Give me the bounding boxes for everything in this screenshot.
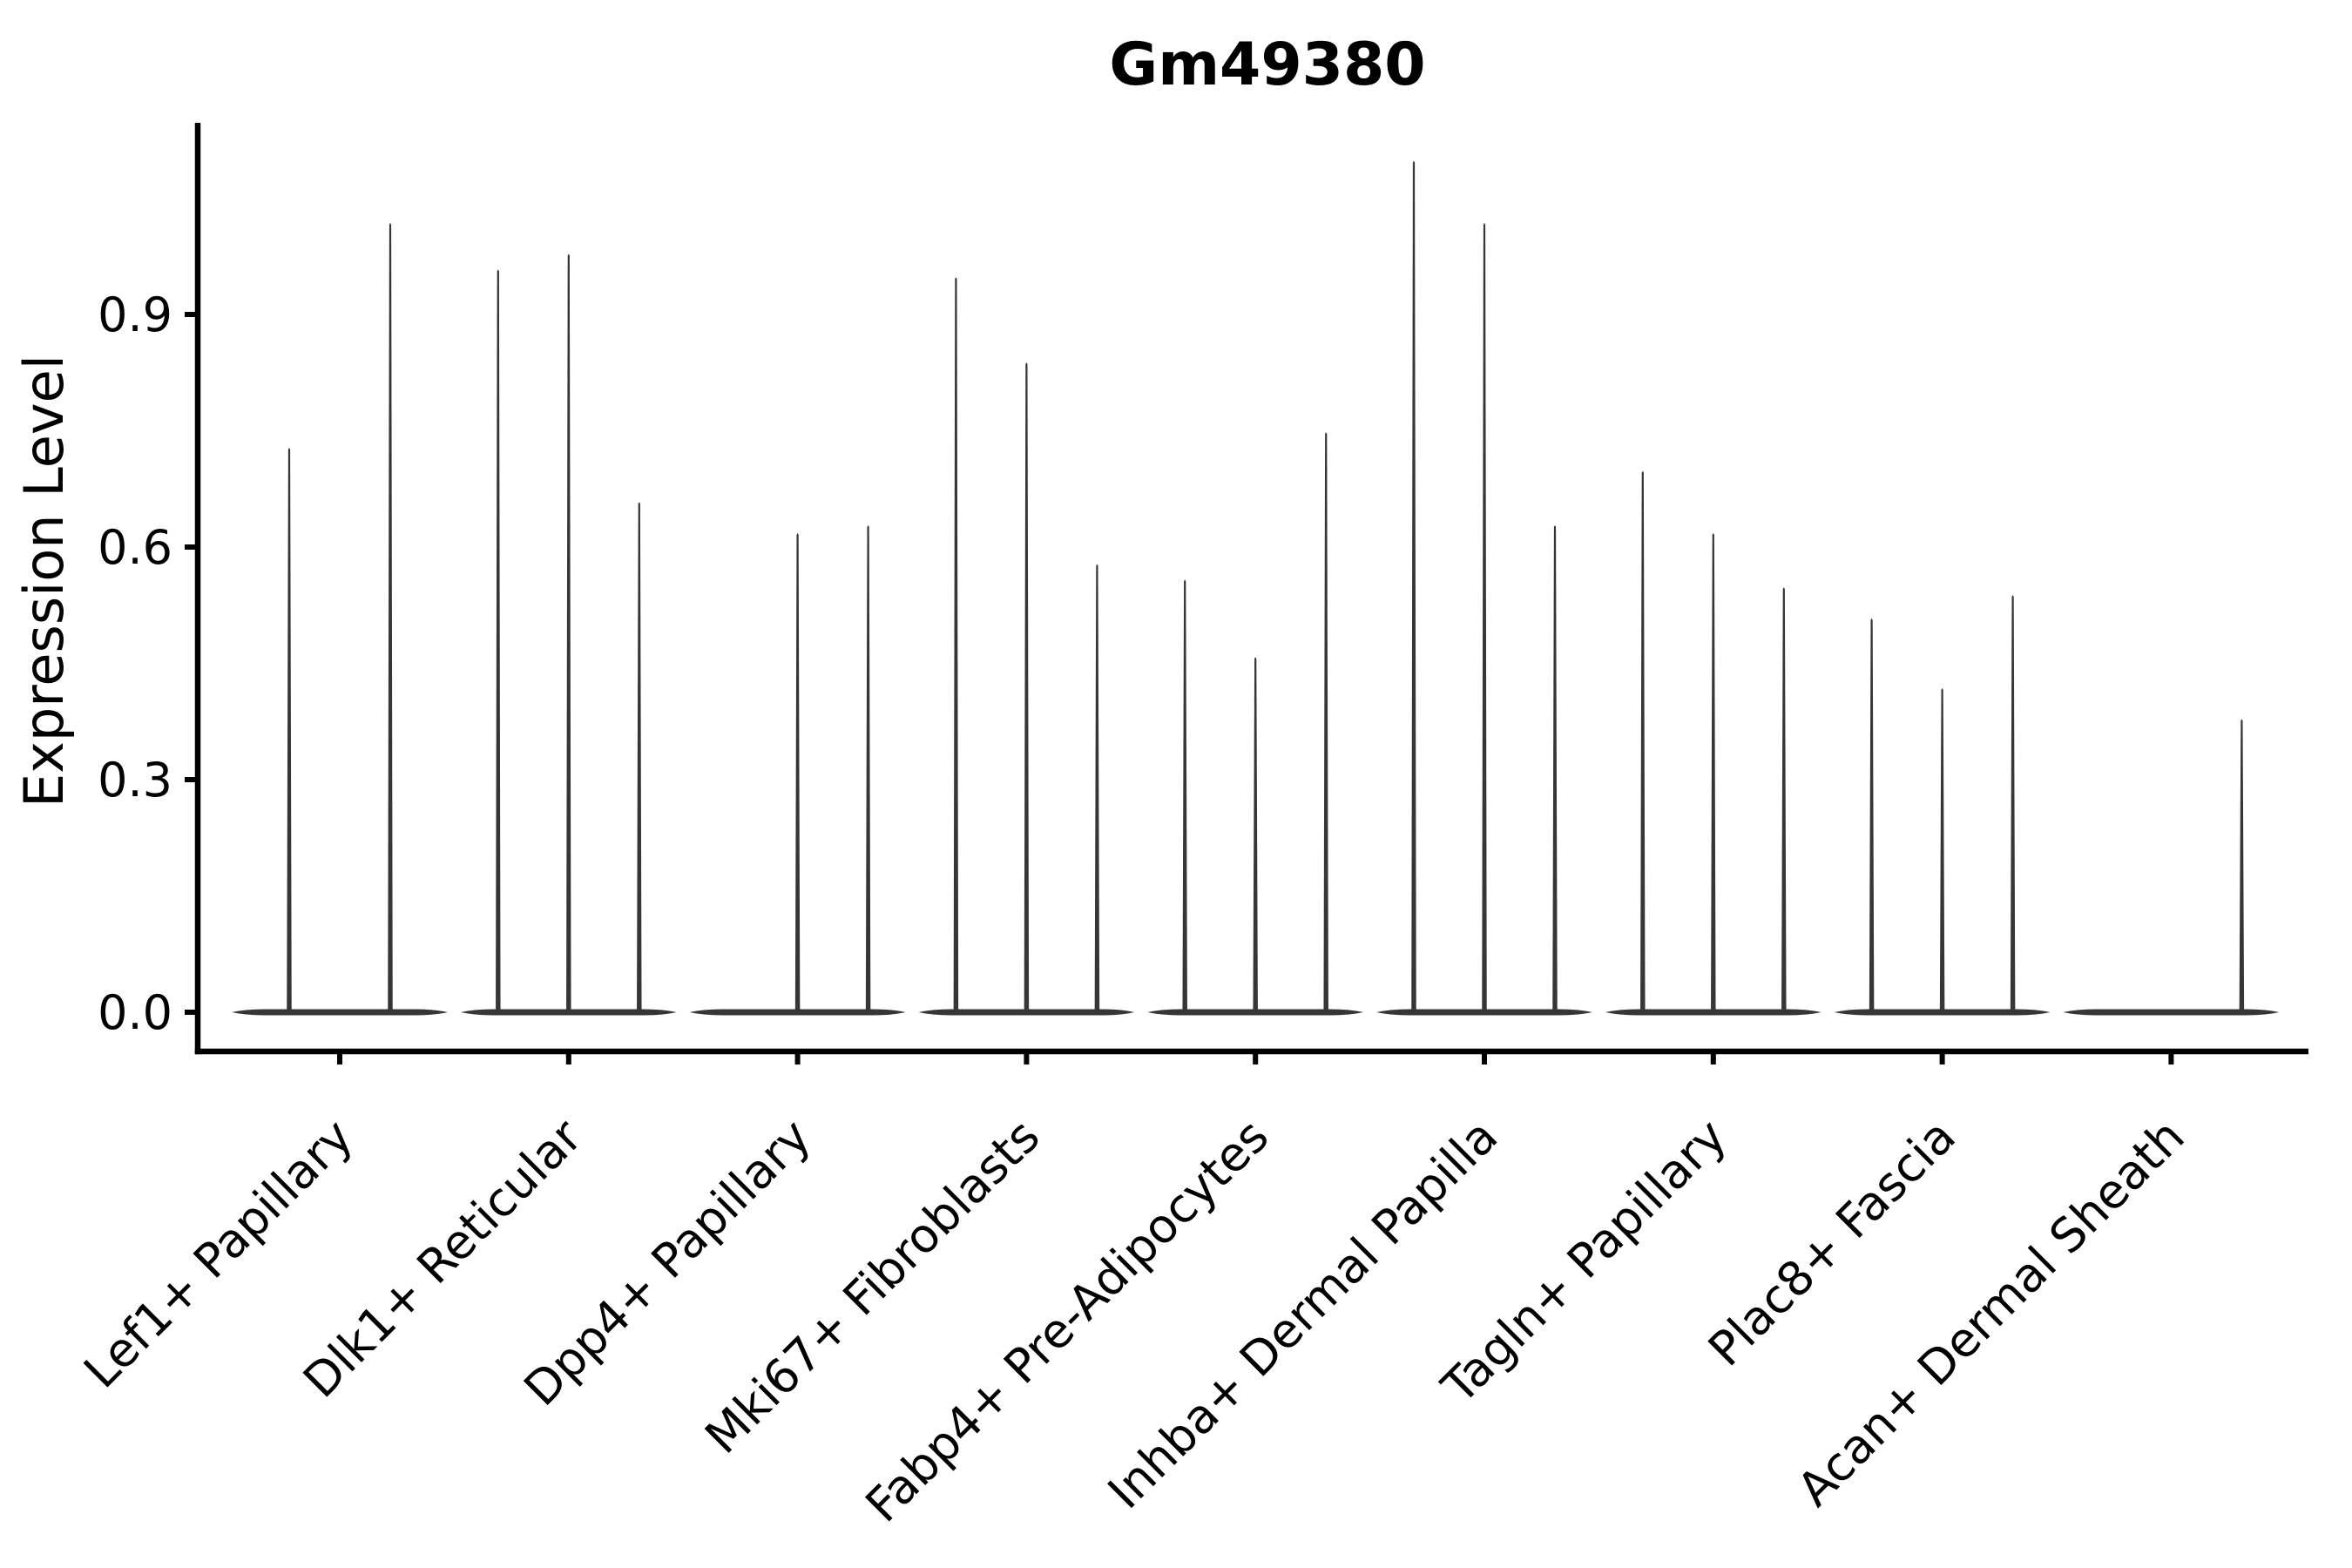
violin-spike <box>566 253 571 1012</box>
violin-spike <box>1482 223 1487 1012</box>
violin-spike <box>1411 161 1416 1012</box>
violin-spike <box>637 502 642 1012</box>
violins <box>232 161 2280 1016</box>
violin-group <box>1147 432 1364 1016</box>
axes <box>185 123 2308 1064</box>
y-tick-label: 0.6 <box>98 520 172 575</box>
y-tick-labels: 0.0 0.3 0.6 0.9 <box>98 287 172 1040</box>
violin-group <box>2063 719 2280 1016</box>
violin-spike <box>1024 362 1030 1012</box>
violin-group <box>232 223 448 1016</box>
y-tick-label: 0.0 <box>98 985 172 1040</box>
violin-group <box>1605 471 1821 1016</box>
y-tick-label: 0.9 <box>98 287 172 342</box>
violin-spike <box>388 223 393 1012</box>
violin-spike <box>1094 564 1100 1012</box>
y-tick-label: 0.3 <box>98 753 172 808</box>
violin-spike <box>1939 688 1945 1012</box>
violin-base <box>2063 1009 2280 1016</box>
violin-group <box>689 525 906 1016</box>
violin-spike <box>1253 657 1258 1012</box>
x-tick-label: Acan+ Dermal Sheath <box>1787 1109 2194 1517</box>
violin-spike <box>1323 432 1328 1012</box>
violin-spike <box>953 277 959 1012</box>
violin-spike <box>2010 595 2016 1012</box>
violin-spike <box>865 525 871 1012</box>
violin-group <box>1376 161 1592 1016</box>
violin-spike <box>1640 471 1646 1012</box>
violin-spike <box>1711 533 1716 1012</box>
x-tick-label: Inhba+ Dermal Papilla <box>1098 1109 1508 1519</box>
violin-group <box>460 253 677 1016</box>
violin-group <box>1834 595 2051 1016</box>
x-tick-label: Plac8+ Fascia <box>1698 1109 1966 1377</box>
violin-spike <box>287 448 292 1012</box>
violin-group <box>918 277 1135 1016</box>
violin-spike <box>1781 587 1787 1012</box>
violin-spike <box>1182 579 1187 1012</box>
violin-spike <box>1552 525 1558 1012</box>
violin-spike <box>2239 719 2245 1012</box>
chart-title: Gm49380 <box>1109 30 1425 99</box>
y-axis-label: Expression Level <box>12 355 76 808</box>
violin-base <box>232 1009 448 1016</box>
violin-spike <box>794 533 801 1012</box>
x-tick-label: Fabp4+ Pre-Adipocytes <box>855 1109 1280 1533</box>
violin-spike <box>1869 618 1875 1012</box>
violin-spike <box>496 269 501 1013</box>
